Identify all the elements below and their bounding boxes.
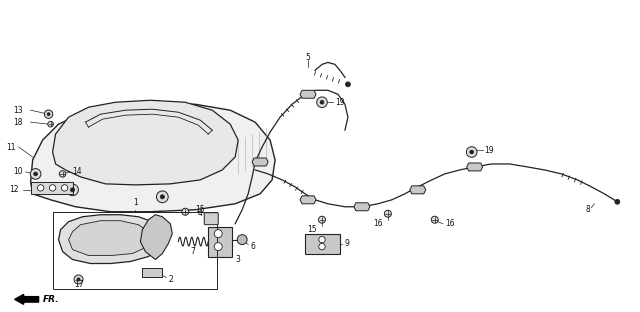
Circle shape xyxy=(47,113,50,116)
Circle shape xyxy=(156,191,168,203)
Circle shape xyxy=(214,243,222,251)
Text: 16: 16 xyxy=(373,219,383,228)
Polygon shape xyxy=(142,267,163,277)
Circle shape xyxy=(319,243,325,250)
Circle shape xyxy=(49,185,56,191)
Circle shape xyxy=(319,236,325,243)
Text: 18: 18 xyxy=(13,118,22,127)
Circle shape xyxy=(34,172,38,176)
Circle shape xyxy=(214,230,222,238)
Text: 2: 2 xyxy=(168,275,173,284)
Circle shape xyxy=(61,185,68,191)
Text: 7: 7 xyxy=(190,247,195,256)
Circle shape xyxy=(74,275,83,284)
Circle shape xyxy=(470,150,474,154)
Text: 3: 3 xyxy=(235,255,240,264)
Polygon shape xyxy=(140,215,172,260)
Text: 13: 13 xyxy=(13,106,22,115)
Circle shape xyxy=(160,195,164,199)
Circle shape xyxy=(237,235,247,245)
Polygon shape xyxy=(52,100,238,185)
Text: 1: 1 xyxy=(133,198,138,207)
Circle shape xyxy=(317,97,327,108)
Polygon shape xyxy=(467,163,483,171)
Text: 4: 4 xyxy=(197,209,202,218)
Text: FR.: FR. xyxy=(43,295,59,304)
Circle shape xyxy=(319,216,326,223)
Text: 12: 12 xyxy=(9,185,19,194)
Circle shape xyxy=(385,210,391,217)
Circle shape xyxy=(67,184,79,196)
Text: 11: 11 xyxy=(6,143,15,152)
Text: 19: 19 xyxy=(335,98,344,107)
Polygon shape xyxy=(68,221,150,256)
Text: 5: 5 xyxy=(305,53,310,62)
Text: 16: 16 xyxy=(445,219,454,228)
Circle shape xyxy=(37,185,44,191)
FancyArrow shape xyxy=(15,295,38,304)
Polygon shape xyxy=(59,215,163,264)
FancyBboxPatch shape xyxy=(204,213,218,225)
Text: 6: 6 xyxy=(250,242,255,251)
Polygon shape xyxy=(208,227,232,256)
Polygon shape xyxy=(410,186,426,194)
Circle shape xyxy=(320,100,324,104)
Text: 9: 9 xyxy=(345,239,350,248)
Circle shape xyxy=(431,216,438,223)
Circle shape xyxy=(60,171,66,177)
Text: 17: 17 xyxy=(74,280,83,290)
Circle shape xyxy=(44,110,52,118)
Text: 15: 15 xyxy=(195,205,205,214)
Polygon shape xyxy=(31,104,275,212)
Bar xyxy=(52,212,217,290)
Circle shape xyxy=(182,208,189,215)
Polygon shape xyxy=(300,90,316,98)
Polygon shape xyxy=(354,203,370,211)
Text: 14: 14 xyxy=(72,168,82,176)
Text: 19: 19 xyxy=(484,145,494,154)
Circle shape xyxy=(77,278,80,281)
Circle shape xyxy=(70,188,75,192)
Text: 10: 10 xyxy=(13,168,22,176)
Circle shape xyxy=(615,199,620,204)
Circle shape xyxy=(30,168,41,179)
Polygon shape xyxy=(252,158,268,166)
Polygon shape xyxy=(300,196,316,204)
Text: 15: 15 xyxy=(307,225,317,234)
Polygon shape xyxy=(305,234,340,254)
Text: 8: 8 xyxy=(585,205,590,214)
Circle shape xyxy=(346,82,351,87)
Circle shape xyxy=(48,121,53,127)
Polygon shape xyxy=(31,182,72,194)
Circle shape xyxy=(467,147,477,157)
